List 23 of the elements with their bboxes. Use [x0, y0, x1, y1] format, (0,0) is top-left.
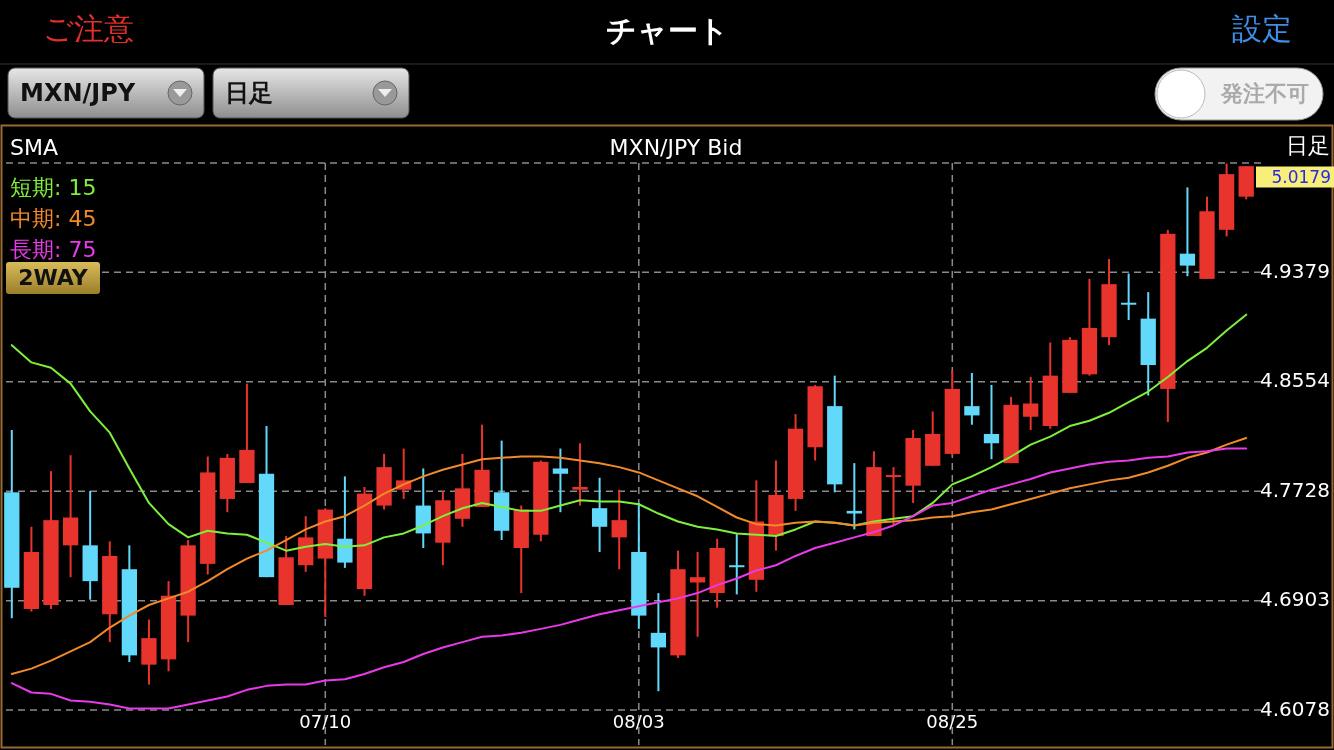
text: 長期: 75 — [10, 237, 97, 262]
y-tick-label: 4.7728 — [1260, 477, 1330, 502]
y-tick-label: 4.9379 — [1260, 258, 1330, 283]
dropdown: 日足 — [212, 67, 410, 119]
price-label: 5.0179 — [1256, 166, 1334, 188]
text: 短期: 15 — [10, 175, 97, 200]
text: 日足 — [1286, 133, 1330, 158]
y-tick-label: 4.8554 — [1260, 368, 1330, 393]
annotation: 2WAY — [18, 265, 89, 290]
chart-title: チャート — [605, 13, 729, 48]
dropdown: MXN/JPY — [7, 67, 205, 119]
x-tick-label: 08/25 — [926, 711, 979, 732]
y-tick-label: 4.6903 — [1260, 587, 1330, 612]
x-tick-label: 08/03 — [612, 711, 665, 732]
text: SMA — [10, 135, 58, 160]
badge: 2WAY — [6, 262, 100, 294]
chart-subtitle: MXN/JPY Bid — [609, 135, 743, 160]
x-tick-label: 07/10 — [299, 711, 352, 732]
text: ご注意 — [42, 10, 134, 46]
y-tick-label: 4.6078 — [1260, 696, 1330, 721]
text: 中期: 45 — [10, 206, 97, 231]
text: 設定 — [1232, 10, 1292, 46]
toggle: 発注不可 — [1154, 67, 1324, 121]
